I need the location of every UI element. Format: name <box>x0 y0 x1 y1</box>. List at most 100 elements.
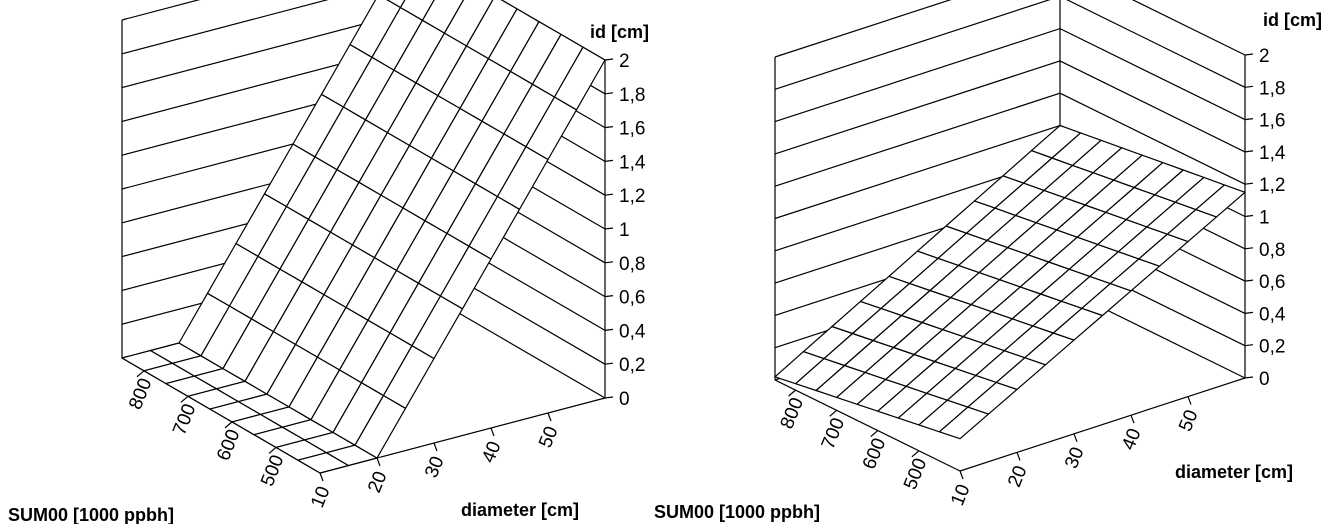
x-tick <box>1187 396 1192 405</box>
y-axis-title: SUM00 [1000 ppbh] <box>654 502 820 522</box>
y-tick <box>829 409 838 417</box>
z-tick <box>604 92 614 95</box>
surface-cell <box>1195 184 1246 218</box>
surface-mesh <box>121 0 606 474</box>
z-tick-label: 0,6 <box>619 288 645 309</box>
x-tick <box>490 427 495 437</box>
y-tick-label: 800 <box>125 375 156 412</box>
z-tick <box>604 193 614 196</box>
y-axis-title: SUM00 [1000 ppbh] <box>8 505 174 524</box>
z-tick-label: 0,2 <box>1259 337 1285 358</box>
surface-chart-right: id [cm] diameter [cm] SUM00 [1000 ppbh] … <box>654 0 1322 522</box>
x-tick <box>547 412 552 422</box>
gridline <box>774 60 1246 155</box>
x-tick-label: 20 <box>364 468 391 495</box>
z-tick-label: 0,4 <box>1259 304 1286 325</box>
z-tick-label: 0 <box>1259 369 1270 390</box>
z-tick-label: 1,4 <box>619 152 646 173</box>
x-axis-title: diameter [cm] <box>461 500 579 520</box>
z-tick <box>604 295 614 298</box>
z-tick <box>1244 150 1254 153</box>
z-tick <box>1244 182 1254 185</box>
x-tick-label: 40 <box>1118 426 1145 453</box>
x-tick-label: 40 <box>478 438 505 465</box>
y-tick-label: 500 <box>900 455 931 492</box>
surface-cell <box>421 0 465 34</box>
x-axis-title: diameter [cm] <box>1175 462 1293 482</box>
z-tick-label: 0,8 <box>619 254 645 275</box>
z-tick <box>1244 85 1254 88</box>
x-tick-label: 10 <box>947 481 974 508</box>
surface-cell <box>553 46 606 111</box>
y-tick-label: 500 <box>257 452 288 489</box>
x-tick-label: 30 <box>1061 444 1088 471</box>
x-tick <box>1073 433 1078 443</box>
x-tick-label: 10 <box>307 483 334 510</box>
y-tick <box>224 421 233 429</box>
z-tick <box>604 261 614 264</box>
z-tick-label: 0,2 <box>619 355 645 376</box>
z-tick-label: 1 <box>619 220 630 241</box>
y-tick <box>268 446 277 454</box>
y-tick <box>911 450 920 458</box>
z-tick <box>1244 214 1254 218</box>
y-tick-label: 700 <box>818 415 849 452</box>
x-tick <box>1016 452 1021 461</box>
z-tick-label: 1,8 <box>619 85 645 106</box>
z-tick <box>604 328 614 331</box>
z-tick-label: 0,4 <box>619 321 646 342</box>
z-tick <box>1244 279 1254 282</box>
floor-edge <box>959 377 1246 472</box>
surface-chart-left: id [cm] diameter [cm] SUM00 [1000 ppbh] … <box>8 0 649 524</box>
z-tick <box>1244 311 1254 314</box>
gridline <box>774 0 1246 90</box>
y-tick <box>136 370 145 378</box>
z-tick-label: 2 <box>1259 46 1270 67</box>
z-tick <box>604 227 614 230</box>
x-tick-label: 20 <box>1004 463 1031 490</box>
z-tick-label: 1,2 <box>619 186 645 207</box>
y-tick-label: 600 <box>213 427 244 464</box>
gridline <box>774 27 1246 123</box>
y-tick-label: 600 <box>859 435 890 472</box>
x-tick <box>376 457 381 467</box>
z-tick-label: 1 <box>1259 208 1270 229</box>
y-tick <box>180 395 189 403</box>
z-axis-title: id [cm] <box>590 22 649 42</box>
z-tick-label: 1,8 <box>1259 78 1285 99</box>
z-tick <box>1244 247 1254 250</box>
z-tick <box>604 58 614 61</box>
x-tick-label: 50 <box>535 423 562 450</box>
surface-cell <box>399 0 435 21</box>
gridline <box>774 0 1246 58</box>
x-tick <box>433 442 438 452</box>
z-tick <box>604 126 614 129</box>
x-tick <box>1130 414 1135 424</box>
surface-cell <box>386 0 406 9</box>
floor-edge <box>774 379 961 472</box>
z-tick <box>604 396 614 399</box>
z-axis-title: id [cm] <box>1263 10 1322 30</box>
z-tick <box>604 362 614 365</box>
x-tick-label: 50 <box>1175 407 1202 434</box>
x-tick-label: 30 <box>421 453 448 480</box>
z-tick-label: 1,6 <box>619 119 645 140</box>
y-tick-label: 800 <box>777 395 808 432</box>
z-tick <box>604 159 614 162</box>
x-tick <box>959 470 964 480</box>
surface-mesh <box>774 124 1246 440</box>
z-tick <box>1244 376 1254 379</box>
x-tick <box>319 472 324 482</box>
y-tick <box>788 389 796 397</box>
z-tick <box>1244 118 1254 121</box>
z-tick-label: 1,2 <box>1259 175 1285 196</box>
z-tick-label: 2 <box>619 51 630 72</box>
z-tick-label: 0 <box>619 389 630 410</box>
z-tick-label: 0,6 <box>1259 272 1285 293</box>
z-tick-label: 1,4 <box>1259 143 1286 164</box>
z-tick <box>1244 53 1254 56</box>
z-tick-label: 1,6 <box>1259 111 1285 132</box>
z-tick-label: 0,8 <box>1259 240 1285 261</box>
y-tick-label: 700 <box>169 401 200 438</box>
